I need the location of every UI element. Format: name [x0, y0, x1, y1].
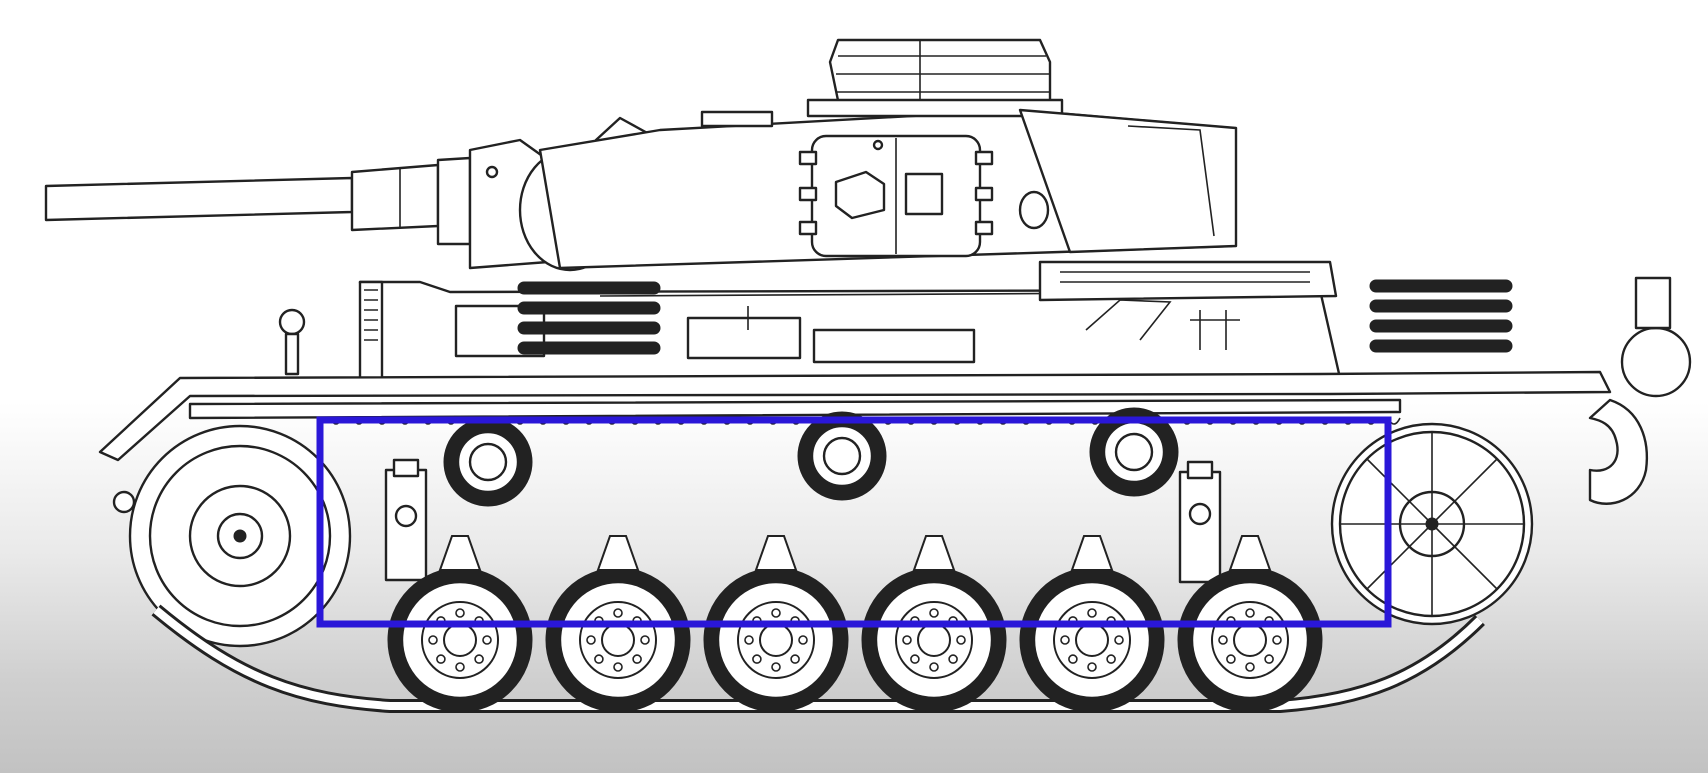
road-wheel	[545, 535, 691, 713]
return-roller	[797, 411, 887, 501]
track-lower-run	[151, 604, 1485, 713]
turret	[538, 38, 1238, 270]
spare-track-links-rear	[1369, 279, 1513, 353]
return-roller	[1089, 407, 1179, 497]
hull-superstructure	[278, 260, 1342, 380]
road-wheel	[1019, 535, 1165, 713]
gun-barrel	[44, 156, 472, 246]
road-wheel	[387, 535, 533, 713]
road-wheel	[861, 535, 1007, 713]
road-wheels	[387, 535, 1323, 713]
drive-sprocket	[112, 424, 352, 648]
return-rollers	[443, 407, 1179, 507]
shock-absorber-front	[384, 458, 428, 582]
suspension-highlight-box	[316, 416, 1392, 628]
fender	[98, 276, 1692, 505]
shock-absorber-rear	[1178, 460, 1222, 584]
return-roller	[443, 417, 533, 507]
spare-track-links-front	[517, 281, 661, 355]
idler-wheel	[1330, 422, 1534, 626]
